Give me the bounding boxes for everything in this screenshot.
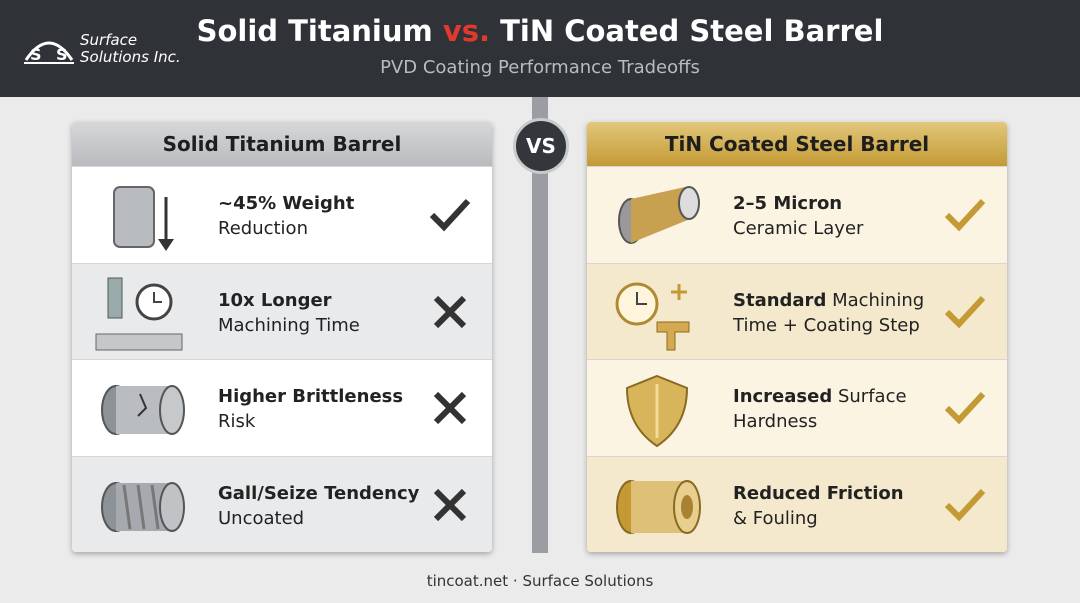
left-panel: Solid Titanium Barrel ~45% Weight Reducti… <box>72 122 492 552</box>
vs-badge: VS <box>513 118 569 174</box>
row-icon <box>113 186 174 251</box>
line-1: Gall/Seize Tendency <box>218 481 419 506</box>
row-text: 10x Longer Machining Time <box>218 288 360 338</box>
line-2: Reduction <box>218 218 308 239</box>
row-icon <box>618 186 700 244</box>
row-text: Higher Brittleness Risk <box>218 384 403 434</box>
svg-text:S: S <box>56 45 68 64</box>
svg-text:S: S <box>30 45 42 64</box>
row: ~45% Weight Reduction <box>72 166 492 263</box>
row-text: Reduced Friction & Fouling <box>733 481 904 531</box>
bold-text: Reduced Friction <box>733 482 904 504</box>
row: 10x Longer Machining Time <box>72 262 492 360</box>
line-2: & Fouling <box>733 507 818 529</box>
row: Gall/Seize Tendency Uncoated <box>72 455 492 552</box>
status-icon <box>944 488 986 521</box>
bold-text: Higher Brittleness <box>218 386 404 407</box>
line-1: 2–5 Micron <box>733 191 863 216</box>
subtitle: PVD Coating Performance Tradeoffs <box>380 57 700 78</box>
line-1: Higher Brittleness <box>218 384 403 409</box>
row-text: Standard Machining Time + Coating Step <box>733 288 924 338</box>
rest-text: Machining <box>832 289 925 311</box>
row-icon <box>625 374 689 448</box>
status-icon <box>433 488 467 521</box>
logo-line: Solutions Inc. <box>80 48 181 66</box>
line-1: Increased Surface <box>733 384 907 409</box>
row-icon <box>95 277 183 350</box>
line-2: Uncoated <box>218 507 305 529</box>
logo-line: Surface <box>80 31 138 49</box>
row: Higher Brittleness Risk <box>72 359 492 456</box>
line-2: Ceramic Layer <box>733 218 864 239</box>
row-text: 2–5 Micron Ceramic Layer <box>733 191 863 241</box>
row-icon <box>101 481 185 532</box>
bold-text: ~45% Weight <box>218 193 355 214</box>
row-icon <box>101 385 185 435</box>
bold-text: Increased <box>733 386 833 407</box>
rest-text: Surface <box>837 386 907 407</box>
row-text: Increased Surface Hardness <box>733 384 907 434</box>
bold-text: Standard <box>733 289 827 311</box>
logo-text: Surface Solutions Inc. <box>80 32 181 66</box>
footer: tincoat.net · Surface Solutions <box>426 572 654 590</box>
line-2: Hardness <box>733 411 818 432</box>
bold-text: 10x Longer <box>218 289 332 311</box>
row: 2–5 Micron Ceramic Layer <box>587 166 1007 263</box>
status-icon <box>429 198 471 232</box>
status-icon <box>944 295 986 328</box>
line-1: Reduced Friction <box>733 481 904 506</box>
row: Reduced Friction & Fouling <box>587 455 1007 552</box>
title-right: TiN Coated Steel Barrel <box>500 14 884 48</box>
title: Solid Titanium vs. TiN Coated Steel Barr… <box>0 14 1080 48</box>
row-text: ~45% Weight Reduction <box>218 191 354 241</box>
row: Increased Surface Hardness <box>587 359 1007 456</box>
title-vs: vs. <box>442 14 491 48</box>
status-icon <box>944 391 986 425</box>
panel-title: Solid Titanium Barrel <box>72 122 492 166</box>
line-2: Machining Time <box>218 314 360 336</box>
divider <box>532 97 548 553</box>
panel-title: TiN Coated Steel Barrel <box>587 122 1007 166</box>
row-text: Gall/Seize Tendency Uncoated <box>218 481 419 531</box>
status-icon <box>433 391 467 425</box>
right-panel: TiN Coated Steel Barrel 2–5 Micron Cerami… <box>587 122 1007 552</box>
status-icon <box>944 198 986 232</box>
title-left: Solid Titanium <box>196 14 433 48</box>
line-1: ~45% Weight <box>218 191 354 216</box>
line-2: Time + Coating Step <box>733 314 920 336</box>
row: Standard Machining Time + Coating Step <box>587 262 1007 360</box>
header <box>0 0 1080 97</box>
bold-text: Gall/Seize Tendency <box>218 482 420 504</box>
line-1: Standard Machining <box>733 288 924 313</box>
line-1: 10x Longer <box>218 288 360 313</box>
line-2: Risk <box>218 411 256 432</box>
row-icon <box>615 282 690 350</box>
row-icon <box>616 479 701 534</box>
status-icon <box>433 295 467 328</box>
bold-text: 2–5 Micron <box>733 193 843 214</box>
